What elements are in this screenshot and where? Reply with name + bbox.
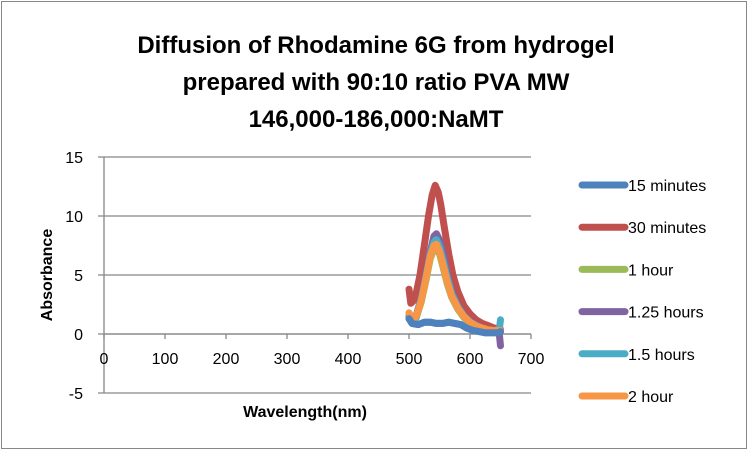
series-line-1	[405, 315, 504, 337]
x-tick-label: 700	[518, 351, 545, 368]
axes	[103, 157, 532, 393]
y-tick-label: -5	[69, 386, 83, 403]
x-tick-label: 600	[457, 351, 484, 368]
series-line-2	[405, 181, 504, 333]
legend-label: 2 hour	[628, 389, 674, 406]
x-axis-title: Wavelength(nm)	[243, 404, 367, 421]
legend-label: 1 hour	[628, 262, 674, 279]
x-tick-label: 500	[396, 351, 423, 368]
gridlines	[98, 156, 531, 394]
y-tick-label: 5	[74, 268, 83, 285]
x-tick-label: 100	[152, 351, 179, 368]
y-tick-label: 10	[65, 209, 83, 226]
legend-item: 2 hour	[578, 389, 674, 406]
chart-title-line-1: Diffusion of Rhodamine 6G from hydrogel	[137, 32, 614, 59]
y-tick-labels: 15 10 5 0 -5	[65, 150, 83, 403]
legend-item: 1.5 hours	[578, 347, 695, 364]
legend: 15 minutes 30 minutes 1 hour 1.25 hours 1.5 …	[578, 178, 706, 406]
legend-item: 1 hour	[578, 262, 674, 279]
y-tick-label: 15	[65, 150, 83, 167]
series-line-6	[405, 240, 504, 334]
series-lines	[405, 181, 504, 350]
legend-label: 30 minutes	[628, 220, 706, 237]
chart-title: Diffusion of Rhodamine 6G from hydrogel …	[137, 32, 614, 133]
x-tick-label: 300	[274, 351, 301, 368]
legend-label: 15 minutes	[628, 178, 706, 195]
x-tick-label: 400	[335, 351, 362, 368]
x-tick-label: 200	[213, 351, 240, 368]
legend-label: 1.25 hours	[628, 305, 704, 322]
y-tick-label: 0	[74, 327, 83, 344]
y-axis-title: Absorbance	[39, 229, 56, 322]
legend-item: 1.25 hours	[578, 305, 704, 322]
legend-label: 1.5 hours	[628, 347, 695, 364]
x-tick-label: 0	[100, 351, 109, 368]
chart-title-line-2: prepared with 90:10 ratio PVA MW	[183, 69, 570, 96]
chart-title-line-3: 146,000-186,000:NaMT	[249, 106, 504, 133]
legend-item: 30 minutes	[578, 220, 706, 237]
legend-item: 15 minutes	[578, 178, 706, 195]
x-tick-labels: 0 100 200 300 400 500 600 700	[100, 351, 545, 368]
